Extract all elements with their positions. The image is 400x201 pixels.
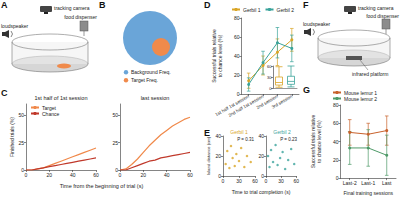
svg-text:20: 20 [215,153,221,159]
svg-text:Gerbil 2: Gerbil 2 [273,129,291,135]
svg-text:60: 60 [187,172,193,178]
html-text:G: G [303,85,310,95]
svg-text:2nd session: 2nd session [255,93,279,111]
svg-text:Successful trials relative: Successful trials relative [211,29,217,83]
svg-text:50: 50 [112,112,118,118]
svg-text:40: 40 [70,172,76,178]
svg-text:0: 0 [115,167,118,173]
svg-text:last session: last session [141,95,170,101]
svg-text:1st half of 1st session: 1st half of 1st session [35,95,88,101]
svg-text:Last-2: Last-2 [343,180,357,186]
svg-text:20: 20 [141,172,147,178]
html-text:A: A [1,0,8,10]
svg-text:0: 0 [25,172,28,178]
svg-text:P = 0.23: P = 0.23 [280,137,297,142]
html-text:D: D [204,0,211,10]
svg-text:Last-1: Last-1 [361,180,375,186]
svg-text:food dispenser: food dispenser [366,13,399,19]
svg-text:0: 0 [261,173,264,179]
svg-text:Background Freq.: Background Freq. [131,69,171,75]
svg-text:0: 0 [265,178,268,184]
svg-text:30: 30 [267,75,272,80]
svg-text:60: 60 [93,172,99,178]
svg-text:0: 0 [336,175,339,181]
svg-text:tracking camera: tracking camera [358,5,394,11]
svg-text:0: 0 [119,172,122,178]
svg-text:Gerbil 1: Gerbil 1 [243,7,261,13]
svg-text:40: 40 [333,139,339,145]
svg-text:80: 80 [333,102,339,108]
svg-text:Time to trial completion (s): Time to trial completion (s) [232,189,291,195]
svg-text:tracking camera: tracking camera [54,5,90,11]
svg-text:25: 25 [112,140,118,146]
svg-text:40: 40 [215,133,221,139]
svg-text:Island distance (cm): Island distance (cm) [206,136,211,175]
svg-text:0: 0 [21,167,24,173]
html-text:E: E [204,128,210,138]
svg-text:20: 20 [333,157,339,163]
svg-text:20: 20 [234,72,240,78]
svg-text:30: 30 [278,178,284,184]
svg-text:Successful trials relative: Successful trials relative [310,114,316,169]
svg-text:Chance: Chance [42,111,59,117]
svg-text:40: 40 [164,172,170,178]
svg-text:20: 20 [47,172,53,178]
svg-text:Gerbil 1: Gerbil 1 [230,129,248,135]
svg-text:Last: Last [382,180,392,186]
svg-text:60: 60 [252,178,258,184]
svg-text:Target: Target [42,104,56,111]
svg-text:0: 0 [222,178,225,184]
svg-text:loudspeaker: loudspeaker [303,21,331,27]
svg-text:0: 0 [269,86,272,91]
svg-text:Finished trials (%): Finished trials (%) [9,117,15,157]
svg-text:2nd half 1st session: 2nd half 1st session [227,93,265,118]
svg-text:50: 50 [18,112,24,118]
html-text:F: F [303,0,309,10]
svg-text:60: 60 [234,34,240,40]
svg-text:40: 40 [258,133,264,139]
svg-text:20: 20 [258,153,264,159]
svg-text:3rd session: 3rd session [271,94,294,110]
svg-text:food dispenser: food dispenser [64,14,97,20]
svg-text:Mouse lemur 2: Mouse lemur 2 [344,96,377,102]
svg-text:1st half 1st session: 1st half 1st session [214,93,250,118]
svg-text:25: 25 [18,140,24,146]
html-text:B: B [99,0,106,10]
svg-text:infrared platform: infrared platform [352,71,388,77]
svg-text:P = 0.31: P = 0.31 [237,137,254,142]
svg-text:80: 80 [234,15,240,21]
svg-text:0: 0 [218,173,221,179]
svg-text:60: 60 [333,120,339,126]
svg-text:Final training sessions: Final training sessions [343,190,393,196]
svg-text:to chance level (%): to chance level (%) [217,34,223,77]
svg-text:Target Freq.: Target Freq. [131,77,158,83]
svg-text:30: 30 [236,178,242,184]
svg-text:Gerbil 2: Gerbil 2 [277,7,295,13]
svg-text:0: 0 [237,91,240,97]
svg-text:Time from the beginning of tri: Time from the beginning of trial (s) [60,183,144,189]
svg-text:60: 60 [267,64,272,69]
svg-text:40: 40 [234,53,240,59]
html-text:C: C [1,88,8,98]
svg-text:Mouse lemur 1: Mouse lemur 1 [344,89,378,96]
svg-text:loudspeaker: loudspeaker [1,23,29,29]
svg-text:60: 60 [293,178,299,184]
svg-text:to chance level (%): to chance level (%) [316,120,322,163]
